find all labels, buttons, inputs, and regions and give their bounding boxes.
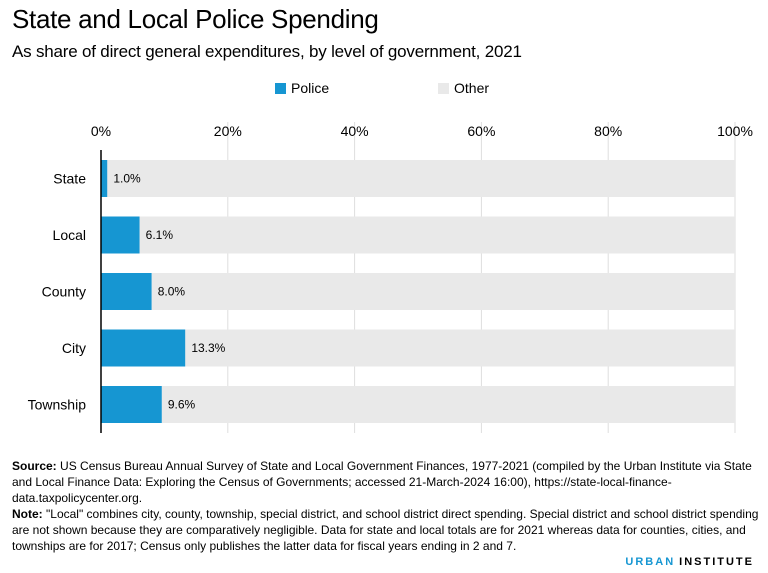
bar-police-county <box>101 273 152 310</box>
note-label: Note: <box>12 507 43 521</box>
bar-police-local <box>101 216 140 254</box>
data-label: 13.3% <box>191 341 225 355</box>
note-text: "Local" combines city, county, township,… <box>12 507 759 553</box>
x-tick-label: 80% <box>594 123 622 139</box>
bar-other-township <box>161 386 735 423</box>
x-tick-label: 20% <box>214 123 242 139</box>
bar-other-county <box>151 273 736 310</box>
x-tick-label: 40% <box>341 123 369 139</box>
data-label: 6.1% <box>146 228 174 242</box>
source-note: Source: US Census Bureau Annual Survey o… <box>12 458 762 506</box>
source-text: US Census Bureau Annual Survey of State … <box>12 459 752 505</box>
bar-police-state <box>101 160 108 197</box>
logo-institute: INSTITUTE <box>679 556 754 568</box>
category-label: Local <box>53 227 86 243</box>
footnotes: Source: US Census Bureau Annual Survey o… <box>12 458 762 554</box>
x-tick-label: 60% <box>467 123 495 139</box>
data-label: 9.6% <box>168 398 196 412</box>
x-tick-label: 0% <box>91 123 111 139</box>
legend-item-other: Other <box>438 80 489 96</box>
category-label: County <box>42 284 86 300</box>
legend-item-police: Police <box>275 80 329 96</box>
bar-police-township <box>101 386 162 423</box>
legend-label-police: Police <box>291 80 330 96</box>
x-tick-label: 100% <box>717 123 753 139</box>
legend-swatch-other <box>438 82 449 94</box>
legend-swatch-police <box>275 82 286 94</box>
chart-title: State and Local Police Spending <box>12 4 379 34</box>
legend: Police Other <box>0 80 768 100</box>
bar-other-local <box>139 216 735 254</box>
data-label: 1.0% <box>113 172 141 186</box>
source-label: Source: <box>12 459 57 473</box>
logo-urban: URBAN <box>625 556 676 568</box>
category-label: City <box>62 340 86 356</box>
urban-institute-logo: URBAN INSTITUTE <box>625 556 754 568</box>
chart-subtitle: As share of direct general expenditures,… <box>12 42 522 61</box>
category-label: Township <box>28 397 87 413</box>
note: Note: "Local" combines city, county, tow… <box>12 506 762 554</box>
bar-other-city <box>185 329 735 367</box>
data-label: 8.0% <box>158 285 186 299</box>
legend-label-other: Other <box>454 80 490 96</box>
bar-chart: 0% 20% 40% 60% 80% 100% State 1.0% Local 6.1% Coun… <box>28 122 753 433</box>
bar-other-state <box>107 160 736 197</box>
bar-police-city <box>101 329 186 367</box>
category-label: State <box>53 171 86 187</box>
